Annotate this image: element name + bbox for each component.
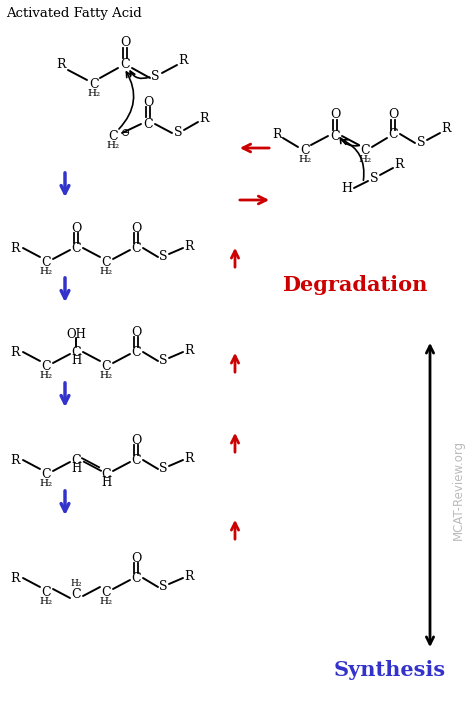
Text: C: C — [101, 585, 111, 599]
Text: R: R — [441, 123, 451, 135]
Text: R: R — [184, 451, 194, 465]
Text: C: C — [41, 585, 51, 599]
Text: C: C — [143, 118, 153, 130]
Text: O: O — [71, 221, 81, 235]
Text: R: R — [178, 54, 188, 68]
Text: R: R — [10, 453, 20, 467]
Text: R: R — [394, 159, 404, 171]
Text: C: C — [300, 144, 310, 157]
Text: Synthesis: Synthesis — [334, 660, 446, 680]
Text: MCAT-Review.org: MCAT-Review.org — [452, 440, 464, 540]
Text: S: S — [370, 171, 378, 185]
Text: H₂: H₂ — [299, 154, 311, 164]
Text: H: H — [341, 181, 352, 195]
Text: O: O — [131, 326, 141, 338]
Text: C: C — [388, 128, 398, 140]
Text: C: C — [71, 453, 81, 467]
Text: Activated Fatty Acid: Activated Fatty Acid — [6, 8, 142, 20]
Text: C: C — [71, 345, 81, 359]
Text: R: R — [56, 59, 66, 71]
Text: R: R — [10, 242, 20, 255]
Text: O: O — [330, 109, 340, 121]
Text: S: S — [159, 462, 167, 475]
Text: H₂: H₂ — [99, 266, 113, 276]
Text: S: S — [159, 355, 167, 367]
Text: C: C — [360, 144, 370, 157]
Text: H₂: H₂ — [70, 580, 82, 589]
Text: H₂: H₂ — [99, 596, 113, 606]
Text: O: O — [120, 37, 130, 49]
Text: H₂: H₂ — [40, 371, 53, 379]
Text: H₂: H₂ — [358, 154, 372, 164]
Text: C: C — [131, 453, 141, 467]
Text: C: C — [41, 360, 51, 372]
Text: C: C — [41, 467, 51, 481]
Text: H₂: H₂ — [40, 596, 53, 606]
Text: H: H — [71, 355, 81, 367]
Text: R: R — [199, 111, 209, 125]
Text: H: H — [101, 477, 111, 489]
Text: H₂: H₂ — [40, 479, 53, 487]
Text: S: S — [159, 580, 167, 594]
Text: C: C — [71, 242, 81, 255]
Text: R: R — [272, 128, 282, 140]
Text: R: R — [184, 570, 194, 582]
Text: C: C — [101, 255, 111, 269]
Text: C: C — [131, 345, 141, 359]
Text: C: C — [89, 78, 99, 90]
Text: Degradation: Degradation — [282, 275, 428, 295]
Text: C: C — [108, 130, 118, 144]
Text: R: R — [10, 572, 20, 584]
Text: H₂: H₂ — [106, 142, 120, 150]
Text: O: O — [131, 551, 141, 565]
Text: O: O — [143, 95, 153, 109]
Text: S: S — [174, 126, 182, 140]
Text: S: S — [159, 250, 167, 264]
Text: C: C — [41, 255, 51, 269]
Text: O: O — [131, 221, 141, 235]
Text: C: C — [101, 467, 111, 481]
Text: C: C — [120, 59, 130, 71]
Text: OH: OH — [66, 328, 86, 341]
Text: C: C — [131, 242, 141, 255]
Text: H₂: H₂ — [40, 266, 53, 276]
Text: R: R — [184, 240, 194, 252]
Text: H: H — [71, 462, 81, 475]
Text: O: O — [388, 109, 398, 121]
Text: ⊖: ⊖ — [122, 128, 130, 138]
Text: C: C — [330, 130, 340, 142]
Text: R: R — [184, 343, 194, 357]
Text: S: S — [417, 137, 425, 149]
Text: C: C — [101, 360, 111, 372]
Text: C: C — [131, 572, 141, 584]
Text: O: O — [131, 434, 141, 446]
Text: C: C — [71, 587, 81, 601]
Text: H₂: H₂ — [99, 371, 113, 379]
Text: H₂: H₂ — [88, 89, 101, 97]
Text: R: R — [10, 345, 20, 359]
Text: S: S — [151, 70, 159, 82]
